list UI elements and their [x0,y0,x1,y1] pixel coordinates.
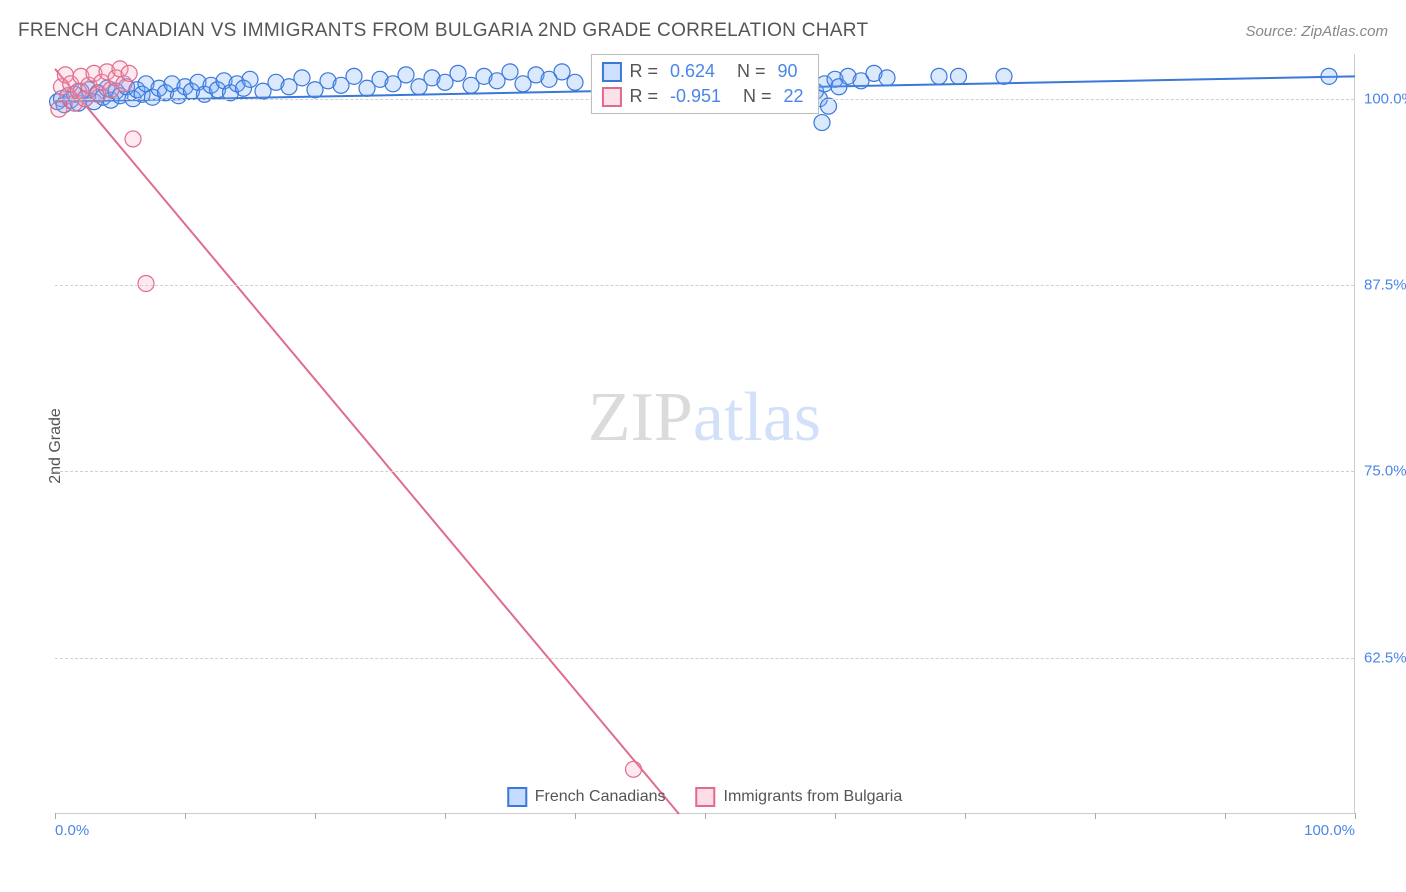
data-point [242,71,258,87]
correlation-legend: R = 0.624 N = 90 R = -0.951 N = 22 [590,54,818,114]
legend-row-series-1: R = -0.951 N = 22 [601,84,807,109]
data-point [398,67,414,83]
data-point [567,74,583,90]
data-point [931,68,947,84]
legend-n-label: N = [743,86,772,107]
x-tick [315,813,316,819]
chart-svg [55,54,1354,813]
x-tick [835,813,836,819]
data-point [121,65,137,81]
legend-n-label: N = [737,61,766,82]
gridline [55,285,1354,286]
x-tick [445,813,446,819]
x-tick [1355,813,1356,819]
legend-row-series-0: R = 0.624 N = 90 [601,59,807,84]
legend-r-label: R = [629,86,658,107]
chart-title: FRENCH CANADIAN VS IMMIGRANTS FROM BULGA… [18,20,868,42]
gridline [55,658,1354,659]
x-tick [185,813,186,819]
data-point [821,98,837,114]
data-point [951,68,967,84]
series-legend-item-1: Immigrants from Bulgaria [696,787,903,807]
x-tick [1095,813,1096,819]
data-point [626,761,642,777]
legend-r-value-1: -0.951 [670,86,721,107]
legend-swatch-1 [601,87,621,107]
gridline [55,471,1354,472]
legend-r-value-0: 0.624 [670,61,715,82]
data-point [814,115,830,131]
x-tick [575,813,576,819]
x-tick [965,813,966,819]
trend-line [55,69,679,814]
legend-r-label: R = [629,61,658,82]
data-point [294,70,310,86]
series-legend-label-0: French Canadians [535,788,666,806]
x-tick [1225,813,1226,819]
x-tick-label: 0.0% [55,822,89,839]
x-tick [705,813,706,819]
legend-n-value-1: 22 [784,86,804,107]
data-point [138,275,154,291]
series-legend-item-0: French Canadians [507,787,666,807]
y-tick-label: 87.5% [1364,276,1406,293]
series-legend-swatch-0 [507,787,527,807]
legend-swatch-0 [601,62,621,82]
source-label: Source: ZipAtlas.com [1245,23,1388,40]
legend-n-value-0: 90 [778,61,798,82]
series-legend: French Canadians Immigrants from Bulgari… [507,787,902,807]
data-point [1321,68,1337,84]
data-point [879,70,895,86]
data-point [554,64,570,80]
plot-area: ZIPatlas R = 0.624 N = 90 R = -0.951 N =… [55,54,1355,814]
x-tick-label: 100.0% [1304,822,1355,839]
x-tick [55,813,56,819]
series-legend-swatch-1 [696,787,716,807]
data-point [996,68,1012,84]
data-point [502,64,518,80]
data-point [346,68,362,84]
data-point [450,65,466,81]
y-tick-label: 62.5% [1364,649,1406,666]
series-legend-label-1: Immigrants from Bulgaria [724,788,903,806]
data-point [125,131,141,147]
y-tick-label: 75.0% [1364,463,1406,480]
y-tick-label: 100.0% [1364,90,1406,107]
